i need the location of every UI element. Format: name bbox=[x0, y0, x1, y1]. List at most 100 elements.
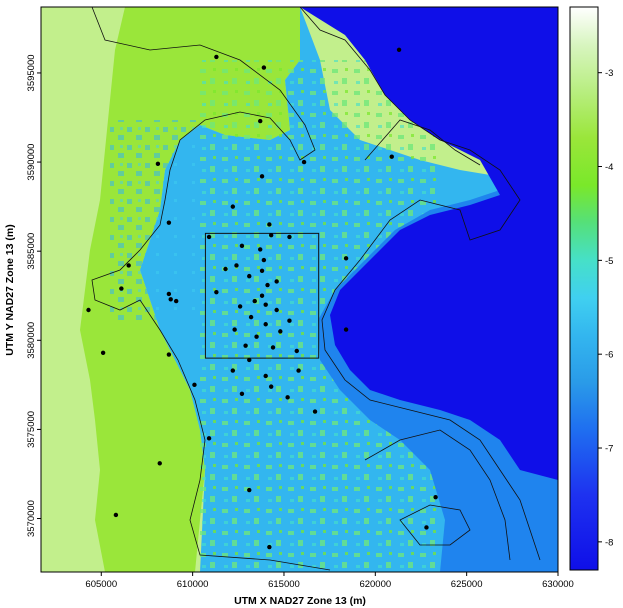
well-point bbox=[268, 384, 274, 389]
well-point bbox=[247, 487, 252, 493]
well-point bbox=[287, 318, 292, 323]
y-axis-label: UTM Y NAD27 Zone 13 (m) bbox=[4, 224, 16, 355]
well-point bbox=[155, 161, 161, 167]
wells-layer bbox=[86, 47, 438, 550]
well-point bbox=[126, 263, 131, 268]
well-point bbox=[248, 314, 254, 320]
colorbar-tick-label: -8 bbox=[605, 537, 613, 548]
x-axis-label: UTM X NAD27 Zone 13 (m) bbox=[234, 595, 366, 607]
y-tick-label: 3595000 bbox=[26, 54, 37, 91]
well-point bbox=[252, 298, 257, 304]
well-point bbox=[261, 257, 267, 263]
well-point bbox=[267, 544, 272, 550]
well-point bbox=[259, 268, 265, 273]
map-plot-area bbox=[41, 7, 558, 572]
colorbar-ticks: -3 -4 -5 -6 -7 -8 bbox=[598, 68, 613, 548]
x-tick-label: 615000 bbox=[268, 579, 300, 590]
contour-line-southeast bbox=[364, 429, 511, 561]
well-point bbox=[294, 348, 299, 354]
well-point bbox=[157, 461, 162, 466]
well-point bbox=[214, 289, 219, 295]
well-point bbox=[230, 368, 236, 373]
x-tick-label: 625000 bbox=[451, 579, 483, 590]
well-point bbox=[113, 512, 119, 518]
well-point bbox=[247, 273, 252, 279]
well-point bbox=[237, 304, 243, 309]
well-point bbox=[263, 373, 268, 379]
contour-line-coast bbox=[299, 7, 541, 561]
well-point bbox=[396, 47, 402, 52]
well-point bbox=[166, 352, 172, 357]
y-tick-label: 3580000 bbox=[26, 322, 37, 359]
contour-line-south-lobe bbox=[399, 504, 471, 546]
x-tick-label: 620000 bbox=[359, 579, 391, 590]
well-point bbox=[258, 118, 263, 124]
well-point bbox=[223, 266, 228, 272]
y-axis-ticks: 3570000 3575000 3580000 3585000 3590000 35950… bbox=[26, 54, 41, 537]
y-tick-label: 3575000 bbox=[26, 411, 37, 448]
well-point bbox=[119, 286, 124, 291]
well-point bbox=[258, 247, 263, 252]
colorbar-gradient bbox=[569, 6, 599, 571]
x-axis-ticks: 605000 610000 615000 620000 625000 630000 bbox=[85, 572, 574, 590]
well-point bbox=[312, 409, 318, 414]
well-point bbox=[234, 263, 239, 268]
well-point bbox=[287, 234, 292, 240]
map-frame bbox=[40, 6, 559, 573]
well-point bbox=[263, 302, 268, 307]
well-point bbox=[265, 282, 270, 288]
colorbar-tick-label: -4 bbox=[605, 162, 613, 173]
colorbar-tick-label: -5 bbox=[605, 256, 613, 267]
colorbar-tick-label: -7 bbox=[605, 444, 613, 455]
contour-line-inner bbox=[91, 7, 331, 571]
colorbar: -3 -4 -5 -6 -7 -8 bbox=[569, 6, 613, 571]
contour-line-east-upper bbox=[364, 119, 481, 166]
well-point bbox=[254, 334, 259, 339]
speckle-overlay-blue bbox=[110, 120, 200, 320]
well-point bbox=[232, 327, 237, 332]
y-tick-label: 3570000 bbox=[26, 500, 37, 537]
well-point bbox=[259, 174, 265, 179]
well-point bbox=[301, 159, 307, 165]
well-point bbox=[343, 256, 349, 261]
well-point bbox=[166, 220, 172, 225]
well-point bbox=[296, 368, 301, 373]
well-point bbox=[247, 357, 252, 363]
x-tick-label: 605000 bbox=[85, 579, 117, 590]
colorbar-tick-label: -3 bbox=[605, 68, 613, 79]
well-point bbox=[389, 154, 394, 159]
well-point bbox=[100, 350, 106, 355]
well-point bbox=[168, 297, 173, 302]
well-point bbox=[285, 395, 290, 400]
y-tick-label: 3585000 bbox=[26, 233, 37, 270]
well-point bbox=[239, 391, 245, 396]
well-point bbox=[424, 525, 429, 530]
well-point bbox=[274, 279, 279, 284]
well-point bbox=[206, 234, 212, 240]
colorbar-tick-label: -6 bbox=[605, 350, 613, 361]
well-point bbox=[261, 65, 267, 70]
well-point bbox=[433, 494, 438, 500]
well-point bbox=[267, 222, 272, 227]
well-point bbox=[243, 343, 248, 348]
x-tick-label: 630000 bbox=[542, 579, 574, 590]
y-tick-label: 3590000 bbox=[26, 144, 37, 181]
well-point bbox=[263, 322, 268, 327]
well-point bbox=[270, 345, 276, 350]
well-point bbox=[192, 382, 197, 388]
well-point bbox=[278, 329, 283, 334]
well-point bbox=[259, 293, 265, 298]
well-point bbox=[274, 307, 279, 313]
well-point bbox=[268, 232, 274, 238]
well-point bbox=[239, 243, 245, 249]
well-point bbox=[166, 291, 172, 297]
well-point bbox=[214, 54, 219, 60]
well-point bbox=[343, 327, 349, 332]
well-point bbox=[173, 298, 179, 304]
x-tick-label: 610000 bbox=[177, 579, 209, 590]
well-point bbox=[230, 204, 236, 209]
well-point bbox=[86, 307, 91, 313]
zone-deep-blue bbox=[300, 7, 558, 480]
well-point bbox=[206, 436, 212, 441]
